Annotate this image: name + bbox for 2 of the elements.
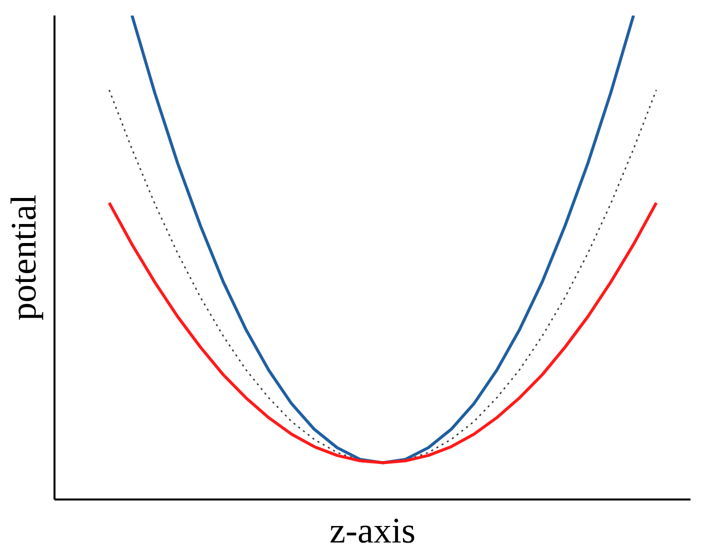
- y-axis-title: potential: [4, 194, 44, 320]
- x-axis-title: z-axis: [330, 510, 416, 550]
